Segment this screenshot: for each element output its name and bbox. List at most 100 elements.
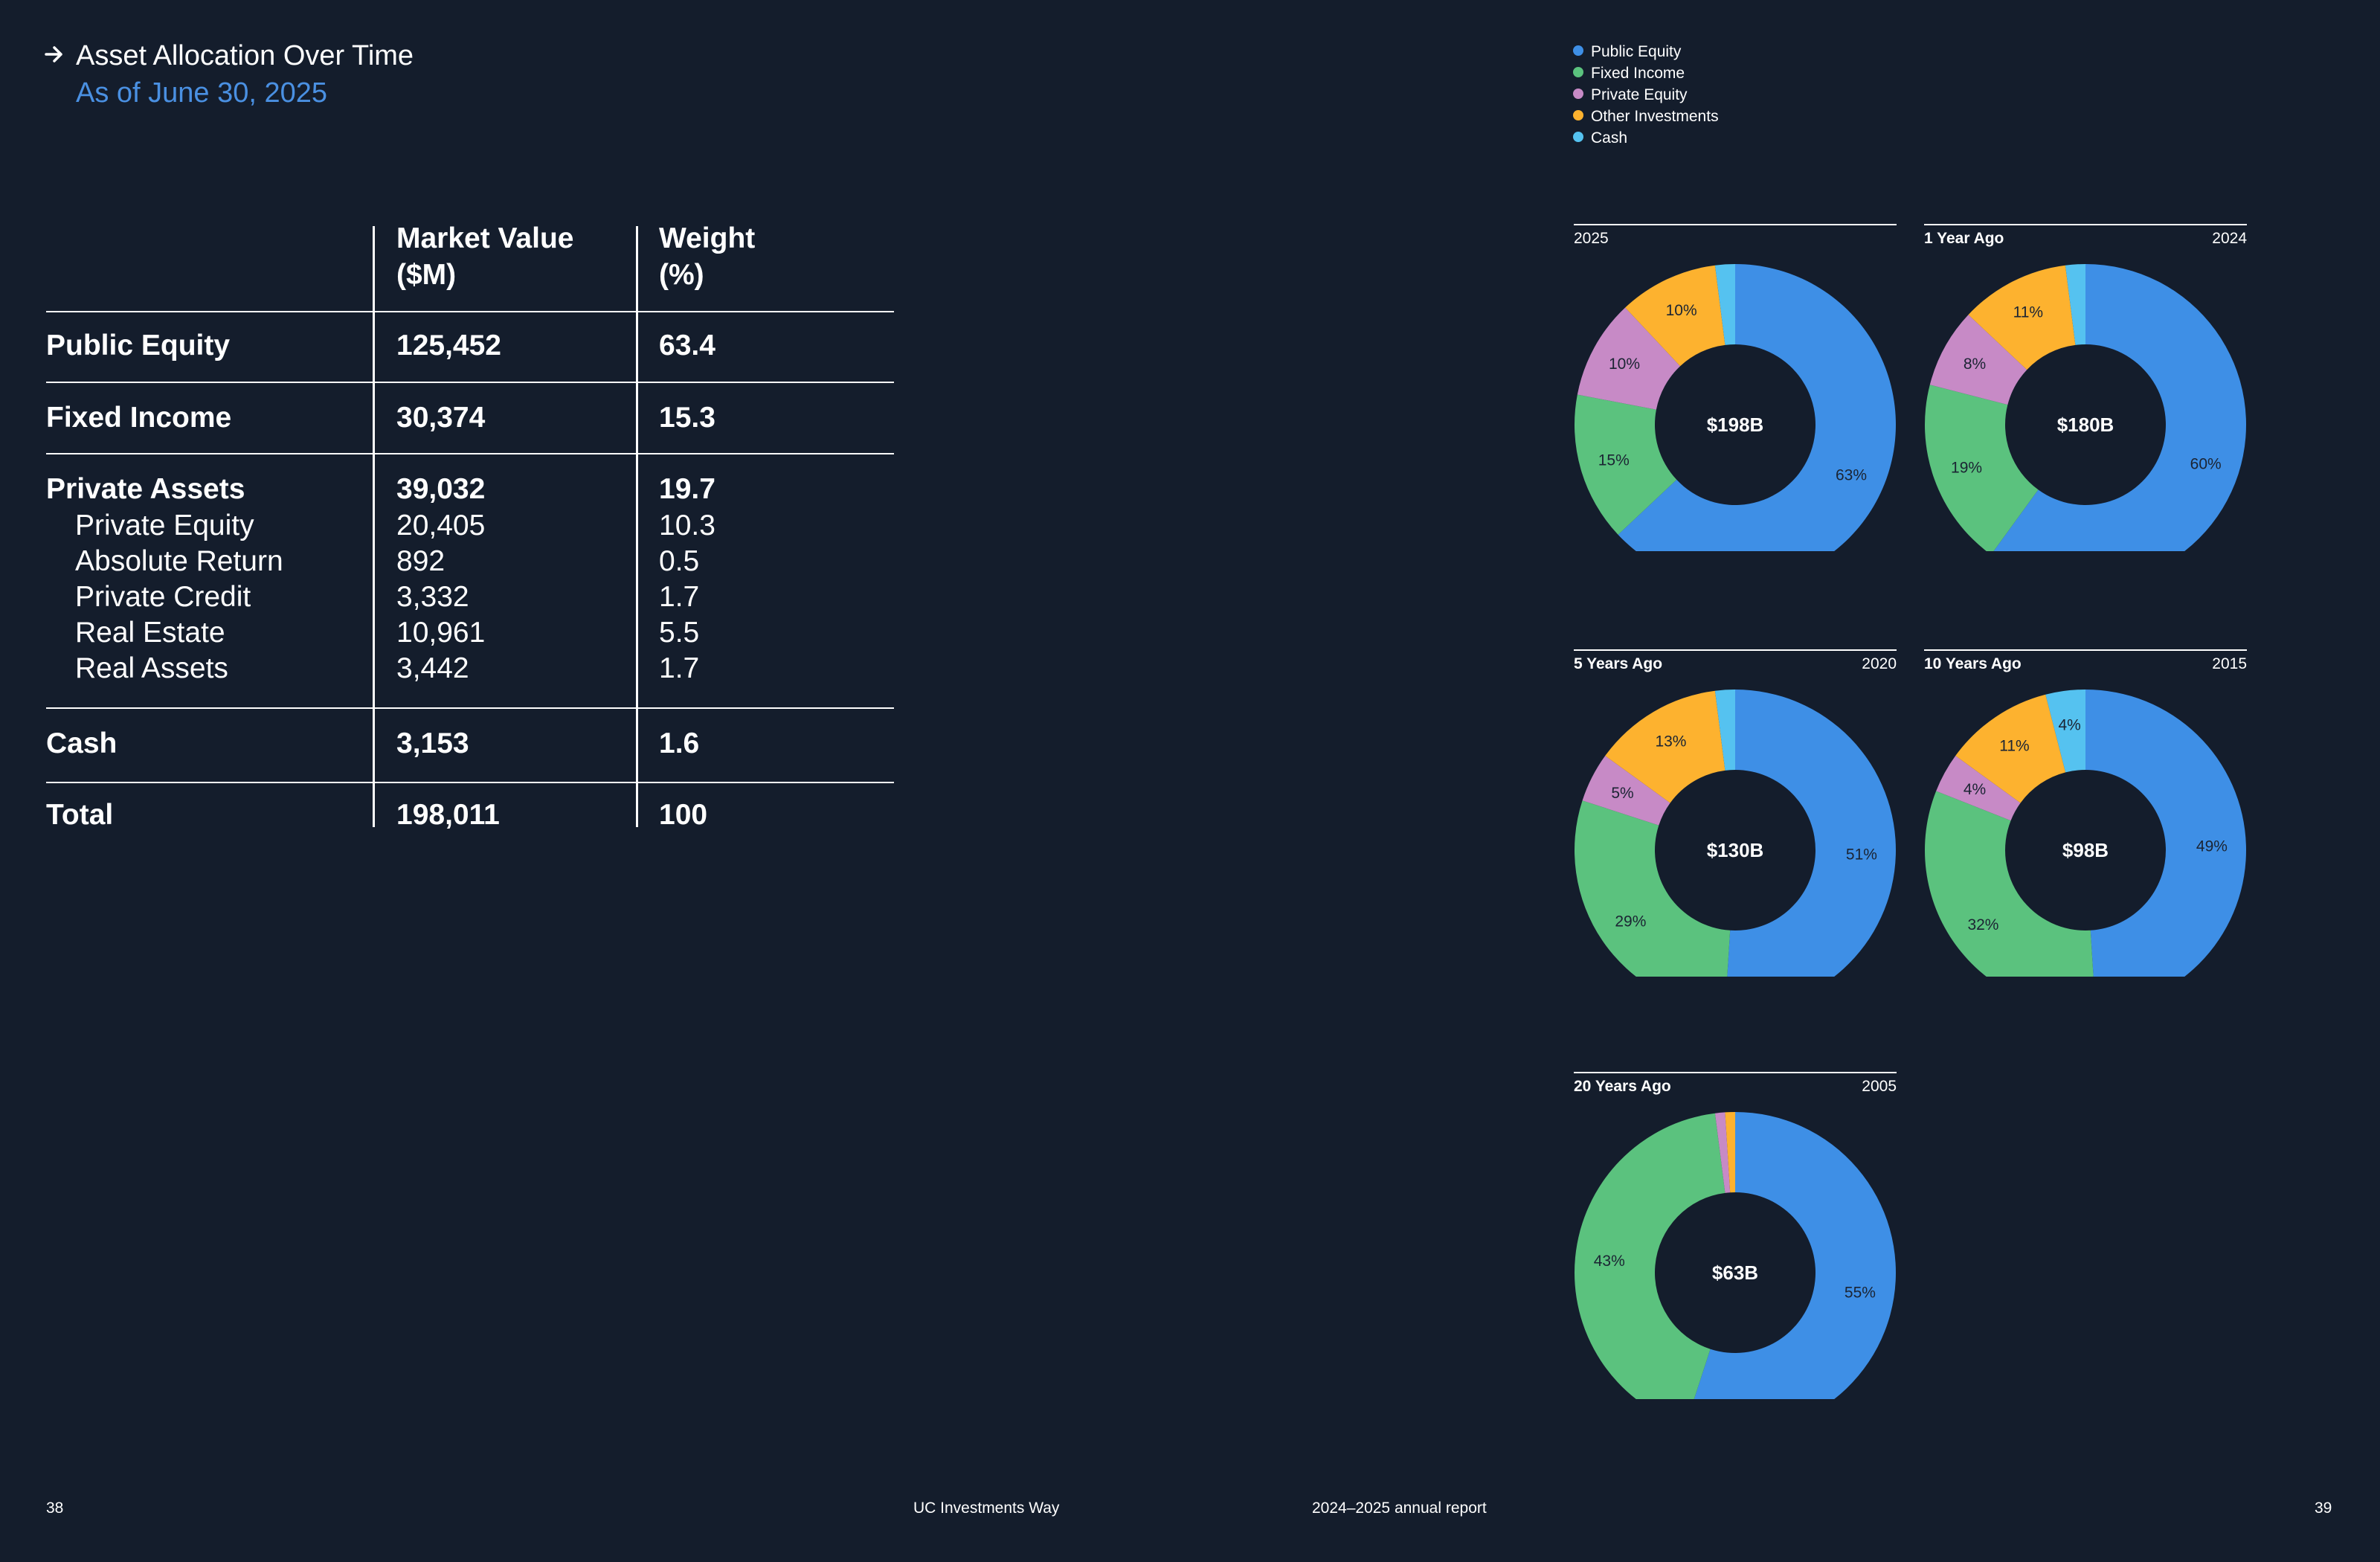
donut-value-label: 51% [1846,846,1877,863]
row-weight-private-credit: 1.7 [659,581,700,613]
donut-value-label: 63% [1836,467,1867,484]
row-label-cash: Cash [46,727,118,759]
donut-center-total: $98B [2062,839,2109,861]
donut-chart: 55%43%1%1%$63B [1575,1112,1896,1399]
donut-center-total: $198B [1707,414,1764,436]
donut-panel-1-year-ago: 1 Year Ago 2024 60%19%8%11%2%$180B [1924,224,2247,640]
donut-panel-5-years-ago: 5 Years Ago 2020 51%29%5%13%2%$130B [1574,649,1897,1066]
row-weight-cash: 1.6 [659,727,700,759]
panel-rule [1924,224,2247,225]
arrow-right-icon [45,46,62,62]
row-label-private-equity: Private Equity [75,510,254,541]
donut-slice-fixed-income [1575,394,1677,535]
row-weight-total: 100 [659,799,708,831]
column-header-weight: Weight (%) [659,222,756,291]
donut-slice-private-equity [1936,756,2021,821]
donut-slice-fixed-income [1575,800,1731,977]
panel-rule [1924,649,2247,651]
donut-chart: 60%19%8%11%2%$180B [1925,264,2246,551]
legend-item-fixed-income: Fixed Income [1573,63,1685,84]
donut-value-label: 8% [1964,356,1986,373]
panel-period-label: 2025 [1574,230,1609,247]
donut-slice-public-equity [1993,264,2246,551]
row-value-real-assets: 3,442 [396,652,469,684]
footer-report-title: 2024–2025 annual report [1312,1500,1487,1517]
donut-panel-20-years-ago: 20 Years Ago 2005 55%43%1%1%$63B [1574,1072,1897,1488]
row-divider [46,311,894,312]
row-value-private-assets: 39,032 [396,473,486,505]
panel-year-label: 2015 [2212,655,2247,672]
row-label-real-assets: Real Assets [75,652,228,684]
donut-value-label: 29% [1615,913,1646,931]
panel-rule [1574,649,1897,651]
donut-slice-other-investments [1725,1112,1735,1193]
footer-page-number-left: 38 [46,1500,64,1517]
row-divider [46,382,894,383]
row-value-public-equity: 125,452 [396,330,501,361]
page-subtitle: As of June 30, 2025 [76,77,328,109]
legend-swatch [1573,45,1583,57]
donut-slice-cash [2045,690,2085,773]
row-label-total: Total [46,799,114,831]
row-weight-real-assets: 1.7 [659,652,700,684]
donut-panel-2025: 2025 63%15%10%10%2%$198B [1574,224,1897,640]
row-value-real-estate: 10,961 [396,617,486,649]
donut-value-label: 15% [1598,451,1630,469]
donut-panel-10-years-ago: 10 Years Ago 2015 49% 32% 4% 11% 4% $98B [1924,649,2247,1066]
panel-rule [1574,1072,1897,1073]
donut-slice-private-equity [1714,1112,1731,1193]
legend-item-private-equity: Private Equity [1573,85,1688,106]
donut-slice-public-equity [1618,264,1896,551]
allocation-table: Market Value ($M) Weight (%) Public Equi… [46,222,894,831]
donut-center-total: $180B [2057,414,2114,436]
legend-label: Other Investments [1591,108,1719,125]
donut-slice-cash [1714,690,1735,771]
donut-chart: 49% 32% 4% 11% 4% $98B [1925,690,2247,977]
donut-value-label: 11% [2013,304,2043,321]
row-divider [46,782,894,783]
row-weight-private-assets: 19.7 [659,473,715,505]
panel-period-label: 20 Years Ago [1574,1078,1671,1095]
legend-item-other-investments: Other Investments [1573,106,1719,127]
donut-value-label: 13% [1655,733,1686,751]
row-weight-public-equity: 63.4 [659,330,715,361]
legend-swatch [1573,67,1583,78]
donut-chart: 51%29%5%13%2%$130B [1575,690,1896,977]
donut-slice-public-equity [1694,1112,1896,1399]
donut-slice-other-investments [1625,265,1726,367]
row-value-fixed-income: 30,374 [396,402,486,434]
donut-value-label: 32% [1967,916,1998,933]
row-value-private-credit: 3,332 [396,581,469,613]
donut-slice-public-equity [2085,690,2247,977]
donut-value-label: 4% [2059,716,2081,733]
donut-slice-other-investments [1955,694,2066,803]
panel-period-label: 10 Years Ago [1924,655,2022,672]
donut-value-label: 60% [2190,456,2222,473]
donut-value-label: 10% [1609,356,1640,373]
row-label-fixed-income: Fixed Income [46,402,232,434]
panel-year-label: 2005 [1862,1078,1897,1095]
page-title: Asset Allocation Over Time [76,40,414,71]
column-divider [373,226,375,827]
row-label-real-estate: Real Estate [75,617,225,649]
legend-swatch [1573,132,1583,143]
row-value-total: 198,011 [396,799,500,831]
legend-swatch [1573,110,1583,121]
donut-value-label: 49% [2196,838,2228,855]
donut-value-label: 10% [1666,302,1697,319]
row-weight-private-equity: 10.3 [659,510,715,541]
panel-rule [1574,224,1897,225]
footer-page-number-right: 39 [2315,1500,2332,1517]
panel-period-label: 1 Year Ago [1924,230,2004,247]
row-weight-real-estate: 5.5 [659,617,700,649]
donut-value-label: 11% [1999,737,2029,754]
donut-value-label: 55% [1844,1285,1876,1302]
column-divider [636,226,638,827]
donut-value-label: 19% [1951,460,1982,477]
legend-label: Private Equity [1591,86,1688,103]
row-divider [46,453,894,454]
donut-slice-cash [1714,264,1735,345]
legend-label: Public Equity [1591,43,1682,60]
row-value-absolute-return: 892 [396,545,446,577]
donut-slice-fixed-income [1925,385,2039,551]
